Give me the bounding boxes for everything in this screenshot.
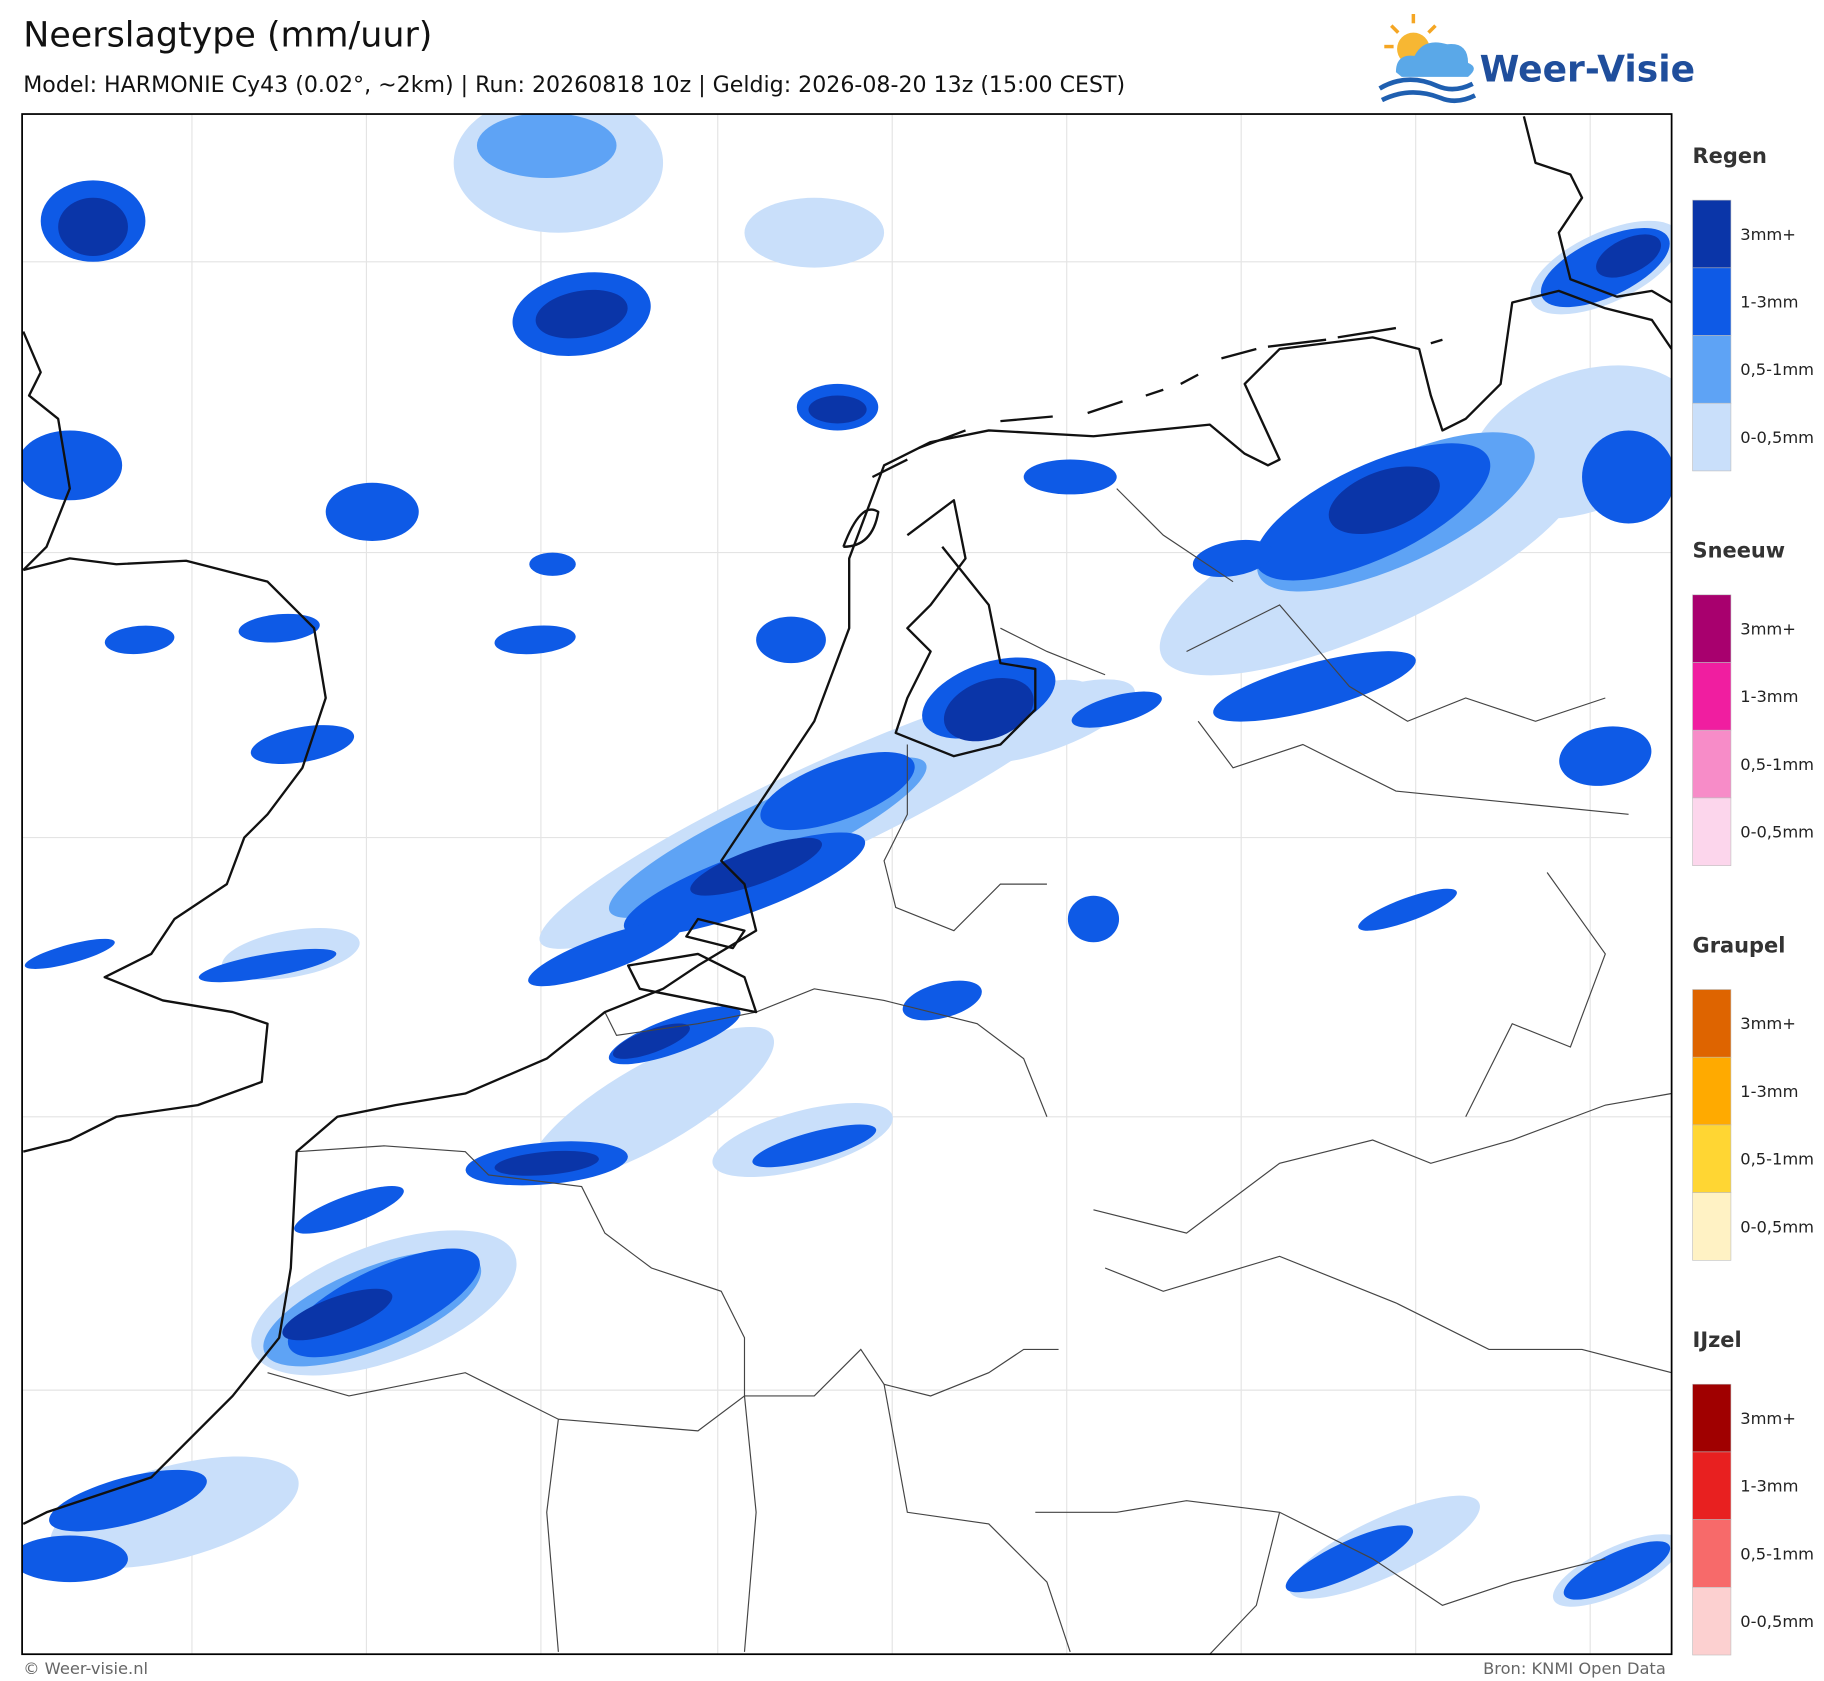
legend-swatch: [1692, 267, 1732, 336]
legend-swatch: [1692, 662, 1732, 731]
legend-label: 0-0,5mm: [1740, 823, 1814, 842]
legend-swatch: [1692, 402, 1732, 472]
legend-label: 0-0,5mm: [1740, 428, 1814, 447]
waves: [1378, 77, 1477, 104]
legend-label: 0-0,5mm: [1740, 1612, 1814, 1631]
legend-label: 3mm+: [1740, 1014, 1796, 1033]
legend-label: 0,5-1mm: [1740, 1150, 1814, 1169]
legend-title: Graupel: [1693, 933, 1786, 957]
legend-label: 3mm+: [1740, 1409, 1796, 1428]
footer-credit: © Weer-visie.nl: [23, 1659, 148, 1678]
legend-swatch: [1692, 199, 1732, 269]
legend-swatch: [1692, 1587, 1732, 1656]
legend-label: 0-0,5mm: [1740, 1217, 1814, 1236]
legend: Regen 3mm+ 1-3mm 0,5-1mm 0-0,5mm Sneeuw 3mm+ 1-…: [1692, 144, 1814, 1656]
sun-rays: [1384, 13, 1437, 49]
legend-swatch: [1692, 1451, 1732, 1520]
legend-swatch: [1692, 594, 1732, 663]
map: [22, 114, 1672, 1655]
coastlines: [22, 116, 1672, 1525]
legend-swatch: [1692, 335, 1732, 404]
legend-label: 0,5-1mm: [1740, 1544, 1814, 1563]
legend-swatch: [1692, 1124, 1732, 1193]
legend-title: Regen: [1693, 144, 1767, 168]
legend-label: 0,5-1mm: [1740, 360, 1814, 379]
legend-title: Sneeuw: [1693, 539, 1786, 563]
legend-swatch: [1692, 1383, 1732, 1453]
legend-label: 1-3mm: [1740, 687, 1798, 706]
logo-text: Weer-Visie: [1480, 48, 1695, 90]
legend-label: 3mm+: [1740, 619, 1796, 638]
map-frame: [21, 113, 1673, 1656]
grid-lines: [22, 114, 1672, 1655]
legend-swatch: [1692, 797, 1732, 866]
cloud: [1395, 42, 1474, 77]
precipitation: [22, 114, 1672, 1607]
legend-label: 0,5-1mm: [1740, 755, 1814, 774]
borders: [267, 488, 1672, 1655]
subtitle: Model: HARMONIE Cy43 (0.02°, ~2km) | Run…: [23, 72, 1125, 98]
legend-swatch: [1692, 989, 1732, 1058]
title: Neerslagtype (mm/uur): [23, 16, 432, 56]
legend-label: 1-3mm: [1740, 292, 1798, 311]
legend-title: IJzel: [1693, 1328, 1742, 1352]
logo: Weer-Visie: [1378, 13, 1695, 104]
legend-label: 1-3mm: [1740, 1082, 1798, 1101]
legend-swatch: [1692, 1519, 1732, 1588]
footer-source: Bron: KNMI Open Data: [1483, 1659, 1666, 1678]
legend-swatch: [1692, 729, 1732, 799]
legend-label: 1-3mm: [1740, 1477, 1798, 1496]
legend-swatch: [1692, 1192, 1732, 1261]
legend-label: 3mm+: [1740, 225, 1796, 244]
legend-swatch: [1692, 1056, 1732, 1126]
